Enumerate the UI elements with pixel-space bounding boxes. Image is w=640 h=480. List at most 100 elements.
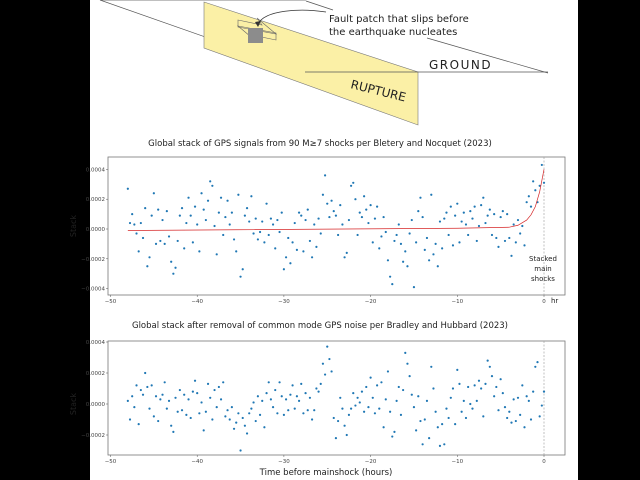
y-tick-label: 0.0004 xyxy=(86,167,106,173)
data-point xyxy=(219,398,223,401)
data-point xyxy=(302,412,305,415)
y-tick-label: −0.0004 xyxy=(81,287,105,293)
data-point xyxy=(417,395,420,398)
data-point xyxy=(217,385,220,389)
fault-diagram: Fault patch that slips before the earthq… xyxy=(99,0,549,126)
data-point xyxy=(200,192,203,195)
data-point xyxy=(343,424,346,427)
data-point xyxy=(499,215,502,219)
data-point xyxy=(146,265,149,268)
chart-bradley-hubbard: −50 −40 −30 −20 −10 0 0.0004 0.0002 0.0000 −0.000… xyxy=(69,340,566,465)
data-point xyxy=(202,208,205,211)
data-point xyxy=(180,207,184,210)
data-point xyxy=(532,390,535,393)
data-point xyxy=(170,260,173,263)
data-point xyxy=(304,218,307,222)
y-tick-label: 0.0002 xyxy=(86,197,105,203)
data-point xyxy=(258,413,262,416)
data-point xyxy=(276,412,279,415)
data-point xyxy=(224,415,227,418)
data-point xyxy=(486,359,489,362)
data-point xyxy=(141,236,145,240)
data-point xyxy=(313,223,316,226)
y-tick-label: 0.0004 xyxy=(86,340,106,346)
callout-line-1: Fault patch that slips before xyxy=(329,14,469,25)
data-point xyxy=(425,236,429,240)
data-point xyxy=(525,395,528,398)
y-tick-label: 0.0000 xyxy=(86,227,106,233)
data-point xyxy=(462,211,465,214)
data-point xyxy=(310,256,314,259)
data-point xyxy=(321,193,325,196)
data-point xyxy=(263,426,266,429)
data-point xyxy=(248,412,251,415)
chart1-title: Global stack of GPS signals from 90 M≥7 … xyxy=(148,139,492,149)
x-tick-label: −10 xyxy=(451,459,463,465)
data-point xyxy=(176,410,179,413)
data-point xyxy=(354,198,357,201)
data-point xyxy=(310,418,314,421)
data-point xyxy=(495,385,498,389)
data-point xyxy=(250,195,253,198)
data-point xyxy=(339,396,342,399)
data-point xyxy=(243,424,246,427)
data-point xyxy=(460,410,463,413)
data-point xyxy=(319,382,322,385)
y-axis-label: Stack xyxy=(69,393,78,416)
data-point xyxy=(165,407,168,410)
data-point xyxy=(196,223,199,226)
data-point xyxy=(516,218,520,222)
data-point xyxy=(406,265,409,268)
x-tick-label: −50 xyxy=(105,459,117,465)
data-point xyxy=(473,205,476,208)
data-point xyxy=(300,382,303,385)
data-point xyxy=(252,401,255,404)
data-point xyxy=(538,415,541,418)
x-tick-label: −50 xyxy=(105,299,117,305)
data-point xyxy=(352,392,355,395)
data-point xyxy=(456,368,459,371)
slip-patch xyxy=(248,28,263,43)
data-point xyxy=(512,223,515,226)
data-point xyxy=(295,395,299,398)
data-point xyxy=(254,217,257,220)
data-point xyxy=(185,413,188,416)
data-point xyxy=(486,214,489,217)
y-tick-label: 0.0000 xyxy=(86,402,106,408)
data-point xyxy=(493,213,496,216)
data-point xyxy=(408,232,411,235)
data-point xyxy=(139,221,142,225)
data-point xyxy=(274,247,277,250)
data-point xyxy=(215,253,218,256)
data-point xyxy=(167,235,171,238)
data-point xyxy=(438,220,442,223)
data-point xyxy=(237,193,240,196)
data-point xyxy=(269,217,272,220)
data-point xyxy=(204,410,207,413)
data-point xyxy=(276,218,279,222)
data-point xyxy=(297,399,301,402)
data-point xyxy=(258,230,262,234)
data-point xyxy=(256,238,259,241)
data-point xyxy=(297,211,301,214)
data-point xyxy=(159,239,162,243)
data-point xyxy=(256,395,259,398)
x-tick-label: −30 xyxy=(278,459,290,465)
data-point xyxy=(243,214,246,217)
data-point xyxy=(183,393,186,396)
data-point xyxy=(280,211,283,214)
data-point xyxy=(187,196,190,199)
data-point xyxy=(371,241,374,244)
data-point xyxy=(284,256,288,259)
data-point xyxy=(330,199,333,202)
data-point xyxy=(534,189,537,192)
data-point xyxy=(410,218,413,222)
data-point xyxy=(480,204,483,207)
y-tick-label: −0.0002 xyxy=(81,257,105,263)
exponential-fit-line xyxy=(127,169,545,231)
data-point xyxy=(434,242,437,245)
data-point xyxy=(534,365,537,368)
data-point xyxy=(139,388,142,392)
data-point xyxy=(347,218,351,222)
